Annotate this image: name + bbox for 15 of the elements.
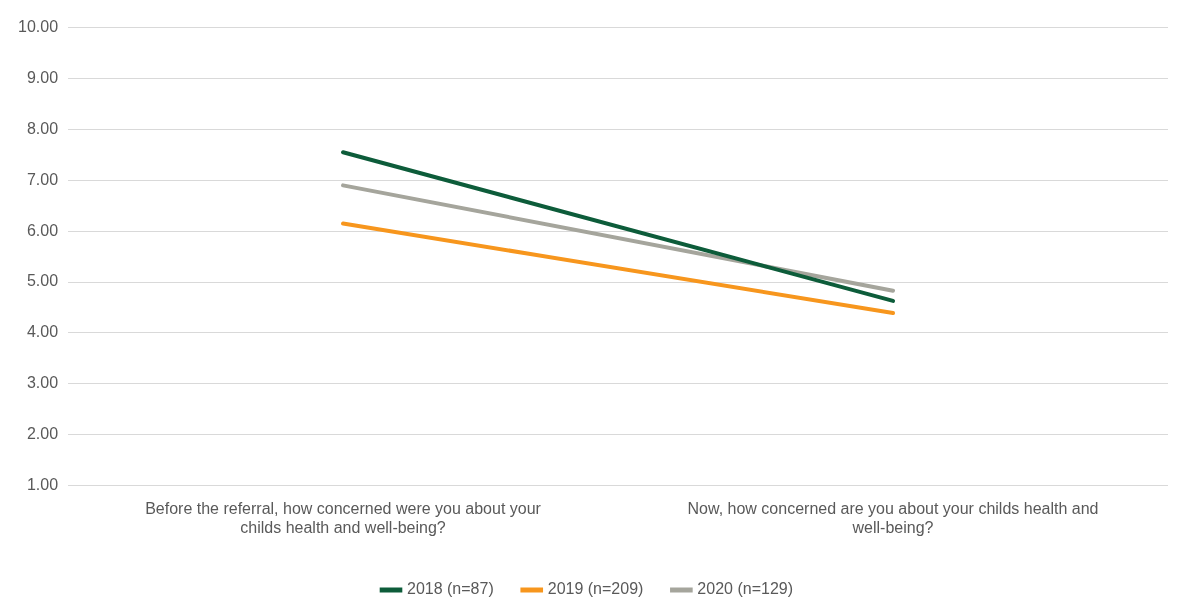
y-tick-label: 4.00 xyxy=(26,323,59,341)
x-tick-label: Before the referral, how concerned were you about your childs health and well-being? xyxy=(145,499,542,536)
y-tick-label: 9.00 xyxy=(26,68,59,86)
legend-label: 2018 (n=87) xyxy=(407,580,494,598)
y-tick-label: 8.00 xyxy=(26,119,59,137)
y-tick-label: 7.00 xyxy=(26,170,59,188)
y-tick-label: 5.00 xyxy=(26,272,59,290)
legend-label: 2020 (n=129) xyxy=(697,580,794,598)
y-tick-label: 10.00 xyxy=(17,18,59,36)
y-tick-label: 1.00 xyxy=(26,476,59,494)
x-tick-label: Now, how concerned are you about your childs health and well-being? xyxy=(687,499,1099,536)
legend-label: 2019 (n=209) xyxy=(547,580,644,598)
y-tick-label: 6.00 xyxy=(26,221,59,239)
y-tick-label: 3.00 xyxy=(26,374,59,392)
y-tick-label: 2.00 xyxy=(26,425,59,443)
